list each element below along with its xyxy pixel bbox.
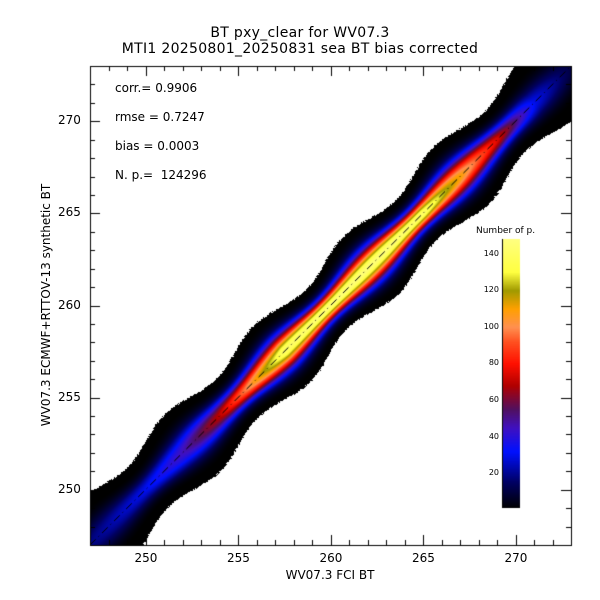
stat-rmse-value: 0.7247	[162, 110, 205, 124]
chart-title: BT pxy_clear for WV07.3	[210, 25, 390, 41]
stat-npoints-label: N. p.=	[115, 168, 154, 182]
colorbar-tick-label: 40	[488, 431, 499, 441]
chart-subtitle: MTI1 20250801_20250831 sea BT bias corre…	[121, 41, 479, 57]
y-tick-label: 265	[58, 205, 81, 220]
y-tick-label: 270	[58, 113, 81, 128]
x-tick-label: 260	[319, 551, 343, 565]
stat-bias: bias = 0.0003	[115, 139, 199, 153]
colorbar-tick-label: 60	[488, 395, 499, 405]
stat-npoints-value: 124296	[156, 168, 207, 182]
colorbar-tick-label: 140	[483, 248, 499, 258]
y-tick-label: 250	[58, 481, 81, 496]
colorbar-tick-label: 120	[483, 285, 499, 295]
stat-corr-label: corr.=	[115, 81, 152, 95]
colorbar-tick-label: 20	[488, 468, 499, 478]
colorbar-tick-label: 100	[483, 321, 499, 331]
stat-npoints: N. p.= 124296	[115, 168, 207, 182]
y-tick-label: 255	[58, 389, 81, 404]
colorbar-tick-label: 80	[488, 358, 499, 368]
y-tick-label: 260	[58, 297, 81, 312]
x-tick-label: 265	[412, 551, 435, 565]
x-tick-label: 250	[134, 551, 158, 565]
stat-bias-value: 0.0003	[157, 139, 200, 153]
stat-bias-label: bias =	[115, 139, 154, 153]
x-tick-label: 255	[227, 551, 250, 565]
colorbar-title: Number of p.	[476, 226, 536, 236]
x-tick-label: 270	[504, 551, 528, 565]
y-axis-label: WV07.3 ECMWF+RTTOV-13 synthetic BT	[39, 183, 53, 427]
stat-rmse-label: rmse =	[115, 110, 159, 124]
stat-rmse: rmse = 0.7247	[115, 110, 205, 124]
stat-corr-value: 0.9906	[155, 81, 198, 95]
stat-corr: corr.= 0.9906	[115, 81, 197, 95]
x-axis-label: WV07.3 FCI BT	[285, 568, 375, 582]
